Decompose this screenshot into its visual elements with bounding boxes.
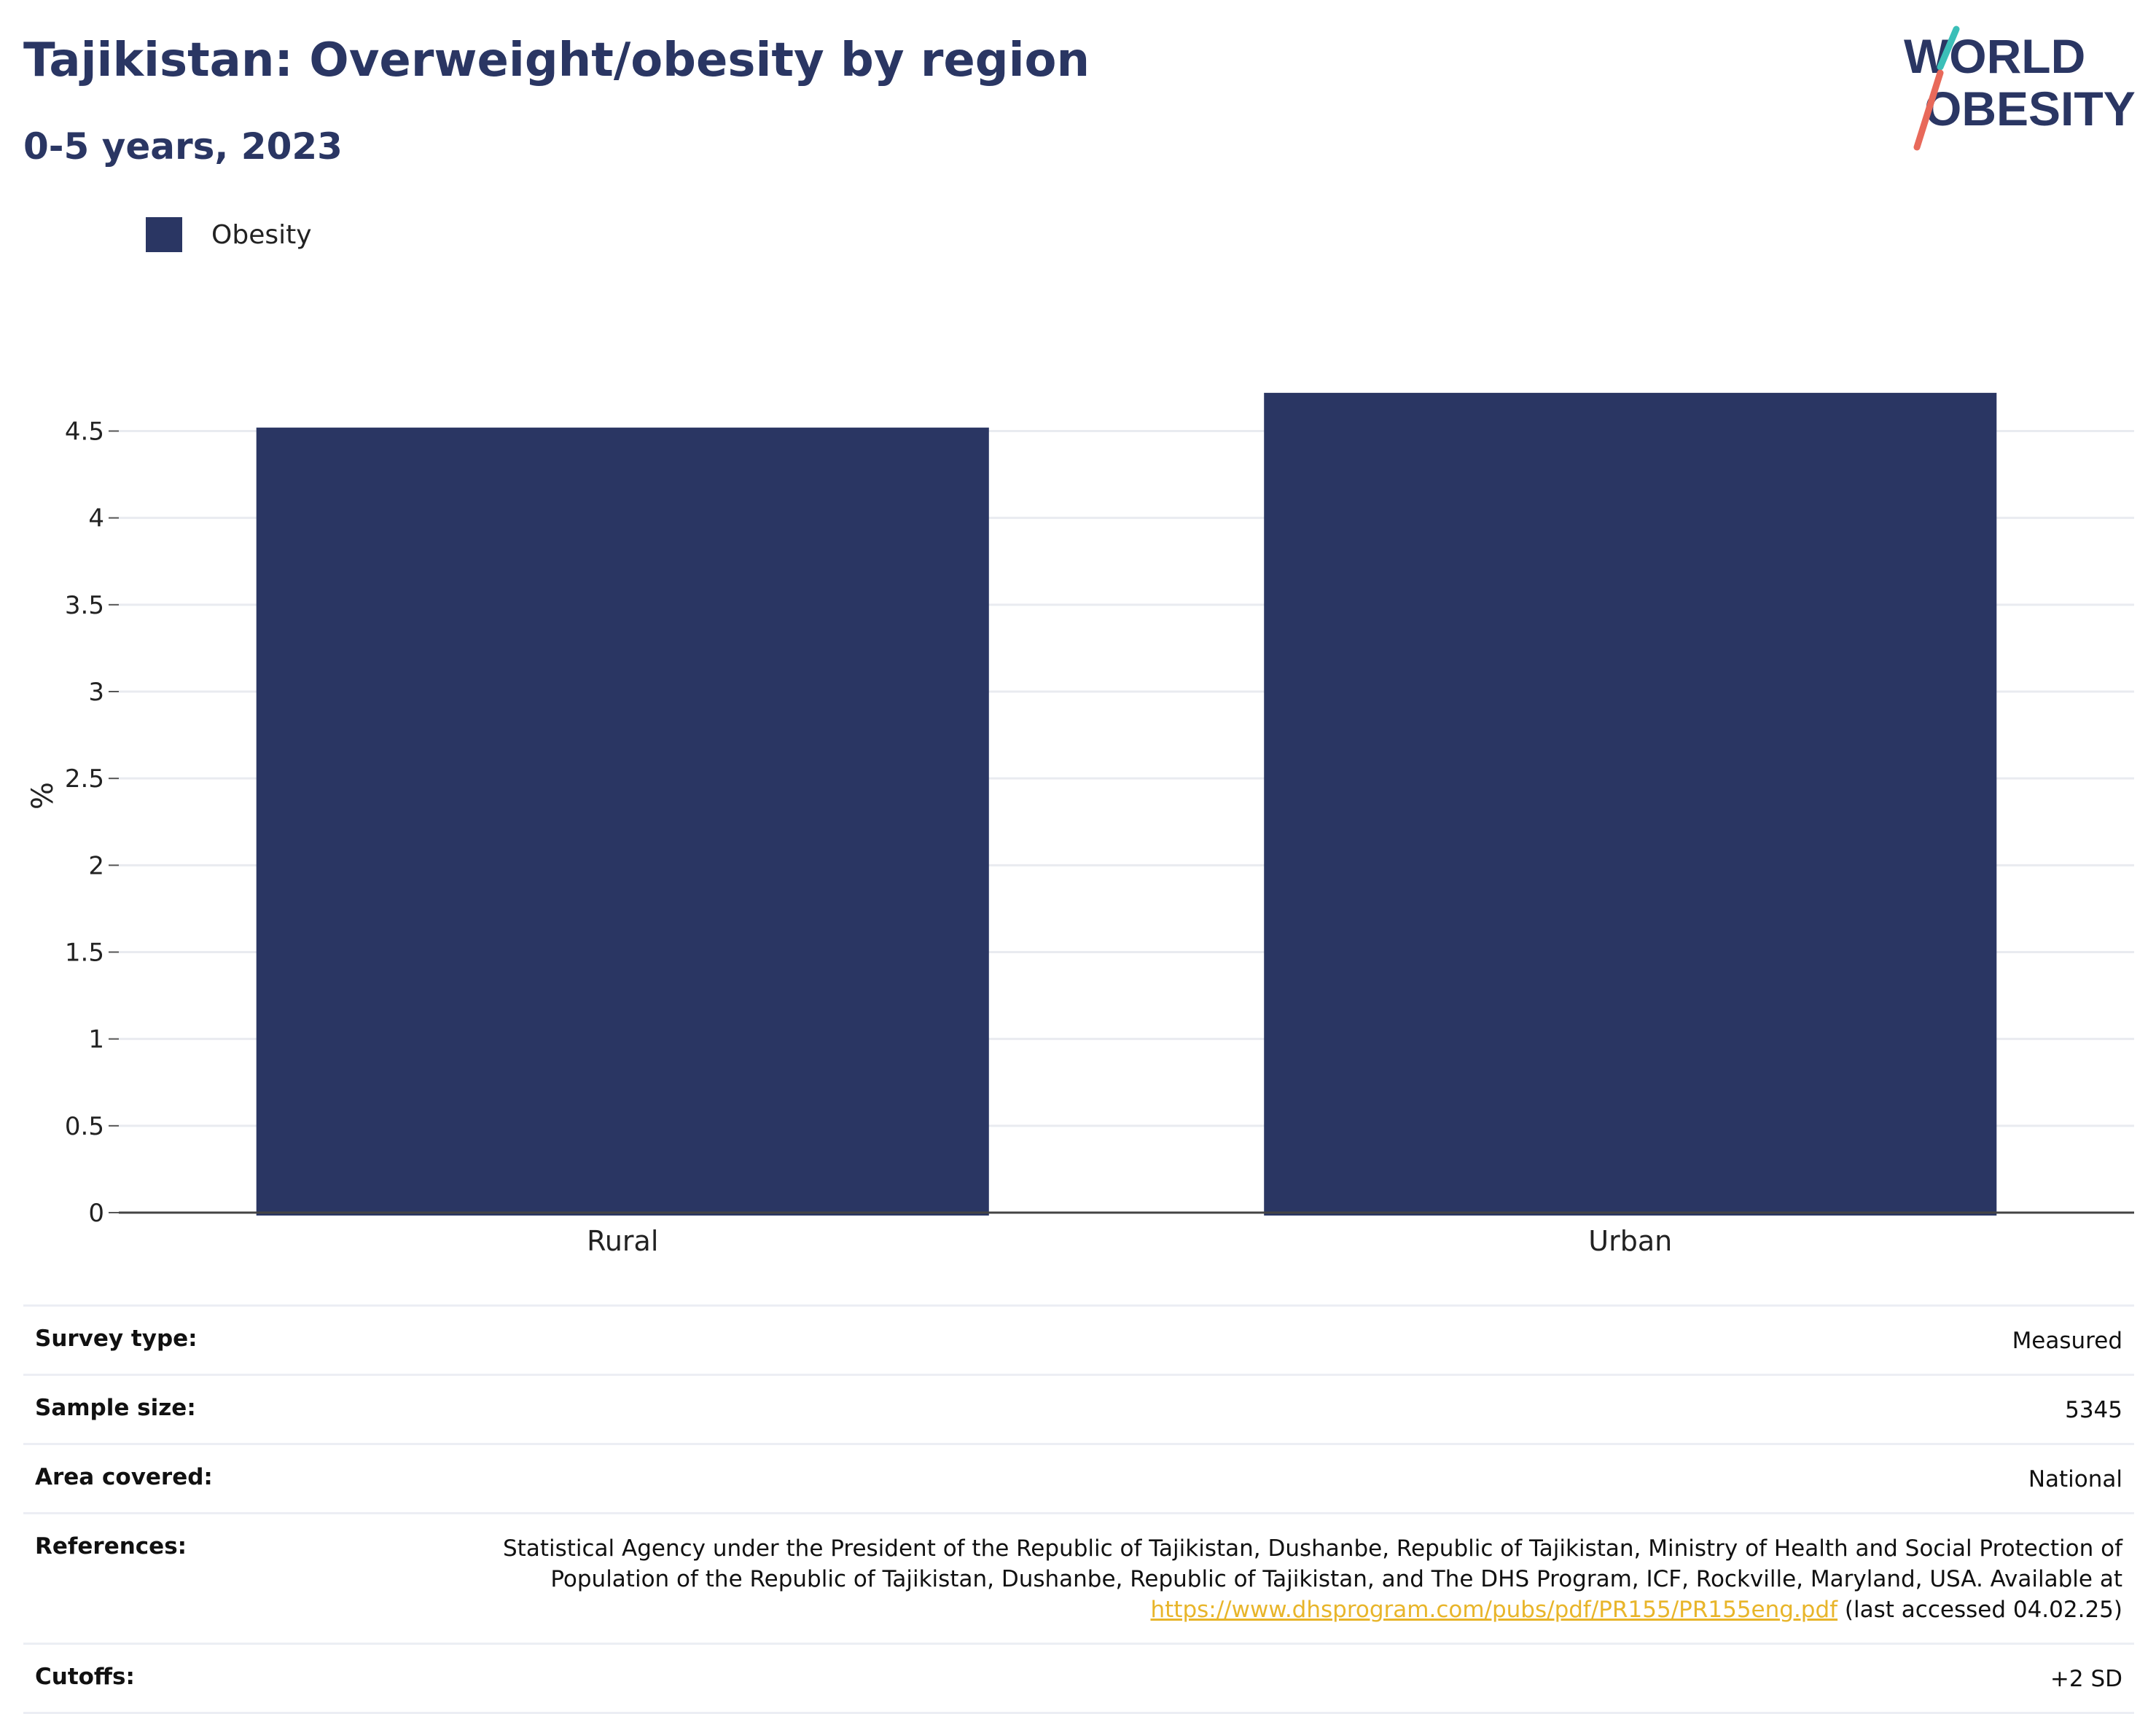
- survey-info-table: Survey type: Measured Sample size: 5345 …: [23, 1304, 2134, 1714]
- y-tick-label: 4: [88, 504, 104, 533]
- y-tick-label: 4.5: [65, 418, 104, 447]
- page-subtitle: 0-5 years, 2023: [23, 125, 343, 168]
- y-tick-label: 2: [88, 851, 104, 880]
- area-covered-value: National: [2028, 1466, 2122, 1492]
- y-tick-label: 0.5: [65, 1112, 104, 1141]
- y-axis-label: %: [26, 782, 60, 810]
- area-covered-row: Area covered: National: [23, 1443, 2134, 1512]
- y-tick-label: 2.5: [65, 764, 104, 794]
- world-obesity-logo: WORLD OBESITY: [1904, 26, 2136, 151]
- references-label: References:: [35, 1533, 187, 1560]
- legend-label-obesity: Obesity: [211, 219, 312, 250]
- y-tick-label: 3: [88, 678, 104, 707]
- sample-size-label: Sample size:: [35, 1395, 196, 1421]
- survey-type-value: Measured: [2012, 1328, 2122, 1354]
- y-tick-label: 1.5: [65, 939, 104, 968]
- cutoffs-row: Cutoffs: +2 SD: [23, 1643, 2134, 1714]
- survey-type-row: Survey type: Measured: [23, 1304, 2134, 1374]
- page-title: Tajikistan: Overweight/obesity by region: [23, 34, 1090, 87]
- area-covered-label: Area covered:: [35, 1464, 213, 1490]
- y-tick-label: 1: [88, 1025, 104, 1054]
- cutoffs-label: Cutoffs:: [35, 1664, 135, 1690]
- sample-size-value: 5345: [2065, 1397, 2122, 1423]
- references-link[interactable]: https://www.dhsprogram.com/pubs/pdf/PR15…: [1150, 1597, 1838, 1623]
- bar-rural: [256, 427, 989, 1216]
- survey-type-label: Survey type:: [35, 1326, 198, 1352]
- references-row: References: Statistical Agency under the…: [23, 1512, 2134, 1643]
- x-tick-label: Urban: [1588, 1225, 1672, 1257]
- chart-legend: Obesity: [146, 217, 312, 252]
- references-accessed: (last accessed 04.02.25): [1837, 1597, 2122, 1623]
- y-tick-label: 3.5: [65, 591, 104, 620]
- cutoffs-value: +2 SD: [2050, 1666, 2122, 1692]
- sample-size-row: Sample size: 5345: [23, 1374, 2134, 1443]
- x-tick-label: Rural: [587, 1225, 658, 1257]
- references-text: Statistical Agency under the President o…: [503, 1535, 2122, 1592]
- legend-swatch-obesity: [146, 217, 182, 252]
- svg-text:OBESITY: OBESITY: [1924, 82, 2136, 136]
- svg-text:WORLD: WORLD: [1904, 29, 2085, 83]
- references-value: Statistical Agency under the President o…: [399, 1533, 2122, 1625]
- y-tick-label: 0: [88, 1199, 104, 1228]
- bar-chart: 0 0.5 1 1.5 2 2.5 3 3.5 4 4.5 Rural Urban%: [26, 393, 2134, 1257]
- bar-urban: [1264, 393, 1997, 1216]
